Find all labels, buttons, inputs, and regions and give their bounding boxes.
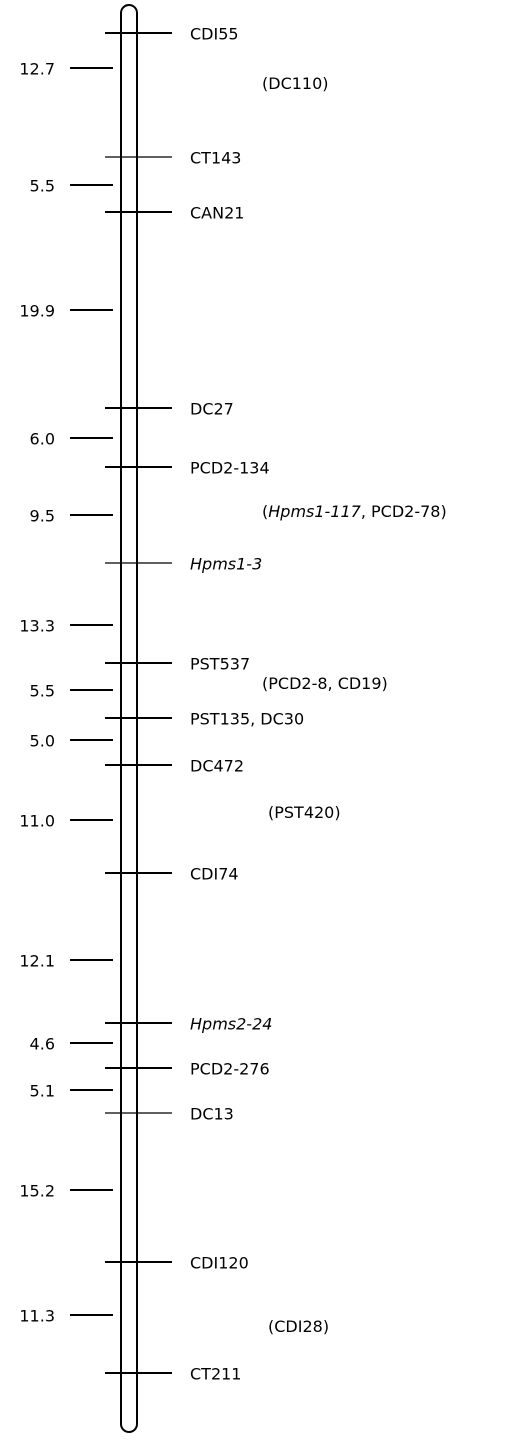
distance-label: 5.5 xyxy=(30,177,55,196)
unplaced-group: (DC110) xyxy=(262,74,329,93)
marker-label: CT211 xyxy=(190,1365,241,1384)
unplaced-group: (PCD2-8, CD19) xyxy=(262,674,388,693)
marker-label: CAN21 xyxy=(190,204,244,223)
unplaced-group: (CDI28) xyxy=(268,1317,329,1336)
marker-label: PST537 xyxy=(190,655,250,674)
marker-label: PCD2-276 xyxy=(190,1060,270,1079)
distance-label: 5.0 xyxy=(30,732,55,751)
marker-label: CT143 xyxy=(190,149,241,168)
marker-label: CDI120 xyxy=(190,1254,249,1273)
distance-label: 5.5 xyxy=(30,682,55,701)
distance-label: 9.5 xyxy=(30,507,55,526)
unplaced-part: Hpms1-117 xyxy=(268,502,361,521)
marker-label: Hpms1-3 xyxy=(190,555,262,574)
distance-label: 4.6 xyxy=(30,1035,55,1054)
unplaced-part: (PCD2-8, CD19) xyxy=(262,674,388,693)
unplaced-part: (CDI28) xyxy=(268,1317,329,1336)
unplaced-part: ( xyxy=(262,502,268,521)
marker-label: CDI55 xyxy=(190,25,239,44)
distance-label: 11.0 xyxy=(19,812,55,831)
marker-label: Hpms2-24 xyxy=(190,1015,272,1034)
unplaced-part: (DC110) xyxy=(262,74,329,93)
distance-label: 15.2 xyxy=(19,1182,55,1201)
unplaced-group: (Hpms1-117, PCD2-78) xyxy=(262,502,447,521)
marker-label: PCD2-134 xyxy=(190,459,270,478)
distance-label: 6.0 xyxy=(30,430,55,449)
distance-label: 12.1 xyxy=(19,952,55,971)
unplaced-part: , PCD2-78) xyxy=(361,502,447,521)
unplaced-part: (PST420) xyxy=(268,803,341,822)
distance-label: 11.3 xyxy=(19,1307,55,1326)
distance-label: 12.7 xyxy=(19,60,55,79)
marker-label: DC13 xyxy=(190,1105,234,1124)
marker-label: CDI74 xyxy=(190,865,239,884)
distance-label: 13.3 xyxy=(19,617,55,636)
marker-label: PST135, DC30 xyxy=(190,710,304,729)
marker-label: DC472 xyxy=(190,757,244,776)
marker-label: DC27 xyxy=(190,400,234,419)
distance-label: 19.9 xyxy=(19,302,55,321)
unplaced-group: (PST420) xyxy=(268,803,341,822)
distance-label: 5.1 xyxy=(30,1082,55,1101)
